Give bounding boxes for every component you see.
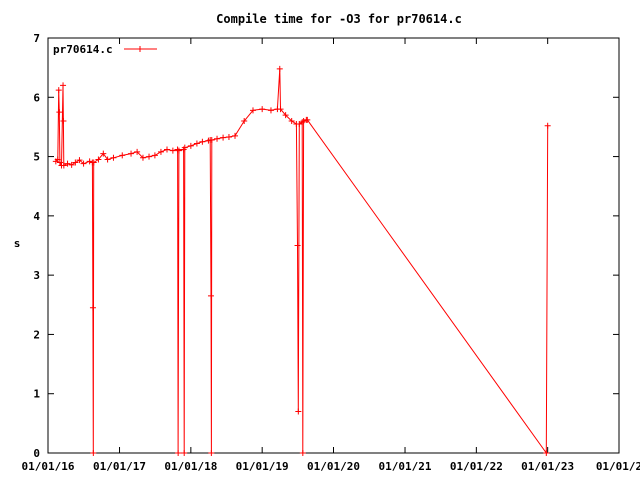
data-point (300, 118, 307, 124)
y-axis-label: s (14, 237, 21, 250)
y-tick-label: 7 (33, 32, 40, 45)
y-tick-label: 3 (33, 269, 40, 282)
data-point (139, 154, 146, 161)
data-point (90, 450, 97, 456)
data-point (208, 450, 215, 456)
data-point (207, 292, 214, 299)
data-point (259, 106, 266, 113)
legend: pr70614.c (53, 43, 157, 56)
data-point (76, 157, 83, 164)
data-point (169, 147, 176, 154)
data-point (304, 116, 311, 123)
data-point (146, 153, 153, 160)
x-tick-label: 01/01/2 (596, 460, 640, 473)
data-point (134, 148, 141, 155)
data-point (299, 450, 306, 456)
data-point (187, 142, 194, 149)
data-point (249, 107, 256, 114)
x-tick-label: 01/01/20 (307, 460, 360, 473)
data-point (225, 134, 232, 141)
data-point (128, 150, 135, 157)
plot-frame (47, 37, 620, 454)
data-point (164, 146, 171, 153)
data-point (104, 156, 111, 163)
data-point (60, 118, 67, 124)
data-point (543, 450, 550, 456)
data-point (100, 150, 107, 157)
data-point (208, 136, 215, 143)
data-point (89, 304, 96, 311)
x-tick-label: 01/01/16 (22, 460, 75, 473)
data-point (175, 450, 182, 456)
data-point (295, 408, 302, 415)
data-point (60, 82, 67, 89)
data-point (174, 146, 181, 153)
data-point (277, 106, 284, 113)
data-point (276, 65, 283, 72)
legend-marker (137, 46, 143, 52)
data-point (55, 87, 62, 94)
data-point (288, 118, 295, 124)
data-point (199, 138, 206, 145)
data-point (282, 112, 289, 119)
y-tick-label: 4 (33, 210, 40, 223)
data-point (64, 160, 71, 167)
data-point (267, 107, 274, 114)
y-tick-label: 1 (33, 388, 40, 401)
data-point (294, 242, 301, 249)
legend-label: pr70614.c (53, 43, 113, 56)
data-point (119, 152, 126, 159)
x-tick-label: 01/01/21 (379, 460, 432, 473)
data-point (95, 156, 102, 163)
data-point (86, 158, 93, 165)
plot-border (47, 37, 620, 454)
data-point (220, 134, 227, 141)
data-point (110, 154, 117, 161)
y-tick-label: 6 (33, 91, 40, 104)
data-point (151, 152, 158, 159)
x-tick-label: 01/01/17 (93, 460, 146, 473)
y-axis: 0 1 2 3 4 5 6 7 (33, 32, 619, 460)
x-tick-label: 01/01/19 (236, 460, 289, 473)
data-point (193, 140, 200, 147)
data-point (157, 148, 164, 155)
series-line (55, 68, 549, 455)
chart-title: Compile time for -O3 for pr70614.c (216, 12, 462, 26)
data-point (90, 159, 97, 166)
x-tick-label: 01/01/22 (450, 460, 503, 473)
x-axis: 01/01/16 01/01/17 01/01/18 01/01/19 01/01/20… (22, 38, 640, 473)
data-point (80, 160, 87, 167)
data-point (214, 135, 221, 142)
series-layer (52, 65, 551, 456)
data-point (60, 162, 67, 169)
x-tick-label: 01/01/18 (164, 460, 217, 473)
y-tick-label: 0 (33, 447, 40, 460)
x-tick-label: 01/01/23 (521, 460, 574, 473)
data-point (68, 161, 75, 168)
data-point (181, 450, 188, 456)
data-point (299, 119, 306, 126)
y-tick-label: 5 (33, 151, 40, 164)
data-point (181, 144, 188, 151)
y-tick-label: 2 (33, 328, 40, 341)
data-point (56, 109, 63, 116)
data-point (241, 118, 248, 124)
data-point (175, 147, 182, 154)
data-point (544, 122, 551, 129)
data-point (72, 159, 79, 166)
data-point (232, 132, 239, 139)
